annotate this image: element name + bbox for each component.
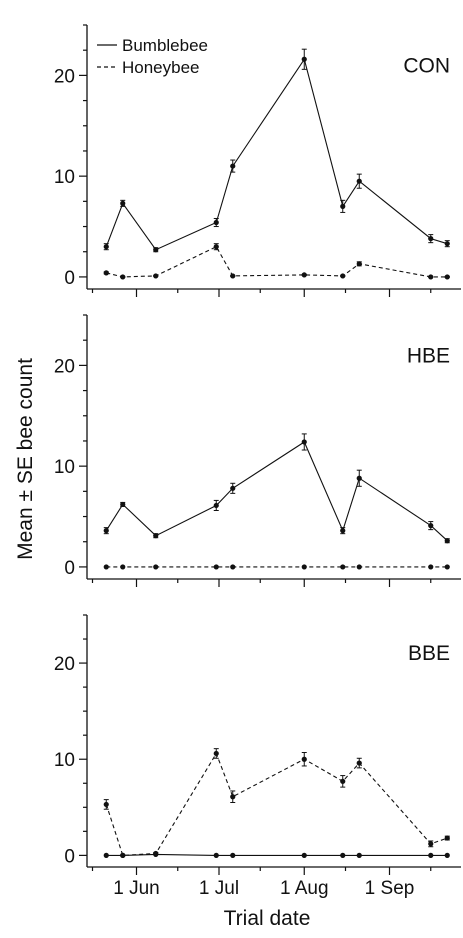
data-point-honeybee [230, 564, 236, 570]
panel-label-con: CON [403, 54, 450, 77]
data-point-bumblebee [230, 163, 236, 169]
data-point-honeybee [340, 273, 346, 279]
data-point-honeybee [153, 850, 159, 857]
data-point-honeybee [153, 564, 159, 570]
series-line-bumblebee [105, 57, 448, 251]
data-point-bumblebee [301, 439, 307, 445]
y-tick-label: 0 [64, 846, 75, 867]
data-point-bumblebee [356, 475, 362, 481]
data-point-bumblebee [213, 852, 219, 858]
data-point-bumblebee [213, 219, 219, 226]
data-point-honeybee [301, 564, 307, 570]
data-point-honeybee [444, 835, 450, 841]
panel-con: 0 10 20 CON Bumblebee Honeybee [54, 24, 461, 297]
data-point-bumblebee [340, 203, 346, 209]
data-point-bumblebee [103, 244, 109, 250]
y-tick-label: 20 [54, 654, 75, 675]
data-point-honeybee [356, 564, 362, 570]
data-point-bumblebee [301, 56, 307, 62]
data-point-honeybee [428, 274, 434, 280]
data-point-honeybee [230, 273, 236, 279]
chart-panels: 0 10 20 CON Bumblebee Honeybee 0 10 20 HBE 0 10 20 1 … [54, 24, 461, 899]
data-point-bumblebee [153, 247, 159, 253]
data-point-bumblebee [428, 852, 434, 858]
data-point-bumblebee [356, 852, 362, 858]
legend-label-honeybee: Honeybee [122, 58, 200, 77]
series-line-bumblebee [105, 441, 448, 542]
data-point-bumblebee [444, 538, 450, 544]
data-point-honeybee [428, 841, 434, 847]
data-point-honeybee [120, 274, 126, 280]
data-point-bumblebee [356, 178, 362, 184]
y-tick-label: 0 [64, 268, 75, 289]
y-tick-label: 10 [54, 457, 75, 478]
data-point-honeybee [444, 274, 450, 280]
panel-bbe: 0 10 20 1 Jun 1 Jul 1 Aug 1 Sep BBE [54, 614, 461, 899]
panel-hbe: 0 10 20 HBE [54, 314, 461, 587]
data-point-bumblebee [428, 523, 434, 529]
x-tick-label: 1 Jul [199, 878, 239, 899]
legend-label-bumblebee: Bumblebee [122, 36, 208, 55]
x-axis-title: Trial date [224, 907, 311, 930]
data-point-honeybee [103, 801, 109, 808]
data-point-bumblebee [153, 533, 159, 539]
data-point-honeybee [103, 270, 109, 276]
data-point-bumblebee [103, 852, 109, 858]
data-point-honeybee [356, 261, 362, 267]
data-point-honeybee [356, 760, 362, 766]
y-tick-label: 0 [64, 558, 75, 579]
y-tick-label: 10 [54, 167, 75, 188]
data-point-bumblebee [213, 502, 219, 509]
data-point-bumblebee [301, 852, 307, 858]
data-point-bumblebee [230, 485, 236, 491]
series-line-honeybee [106, 245, 448, 278]
y-tick-label: 10 [54, 750, 75, 771]
data-point-bumblebee [120, 501, 126, 508]
data-point-honeybee [301, 272, 307, 278]
data-point-bumblebee [103, 528, 109, 534]
data-point-honeybee [213, 564, 219, 570]
data-point-honeybee [230, 794, 236, 800]
data-point-honeybee [120, 852, 126, 858]
x-tick-label: 1 Jun [113, 878, 159, 899]
panel-label-hbe: HBE [407, 344, 450, 367]
data-point-bumblebee [428, 236, 434, 242]
data-point-honeybee [213, 244, 219, 250]
data-point-bumblebee [120, 200, 126, 206]
data-point-bumblebee [444, 241, 450, 247]
x-tick-label: 1 Aug [280, 878, 329, 899]
legend: Bumblebee Honeybee [97, 36, 208, 77]
x-tick-label: 1 Sep [365, 878, 415, 899]
data-point-honeybee [120, 564, 126, 570]
data-point-honeybee [153, 273, 159, 279]
data-point-bumblebee [230, 852, 236, 858]
data-point-honeybee [340, 778, 346, 784]
data-point-honeybee [301, 756, 307, 762]
data-point-honeybee [428, 564, 434, 570]
data-point-honeybee [340, 564, 346, 570]
data-point-honeybee [213, 750, 219, 757]
data-point-bumblebee [340, 852, 346, 858]
data-point-honeybee [103, 564, 109, 570]
y-tick-label: 20 [54, 66, 75, 87]
series-line-honeybee [105, 752, 448, 856]
data-point-bumblebee [340, 528, 346, 534]
y-axis-title: Mean ± SE bee count [14, 358, 37, 560]
data-point-honeybee [444, 564, 450, 570]
data-point-bumblebee [444, 852, 450, 858]
y-tick-label: 20 [54, 356, 75, 377]
panel-label-bbe: BBE [408, 642, 450, 665]
